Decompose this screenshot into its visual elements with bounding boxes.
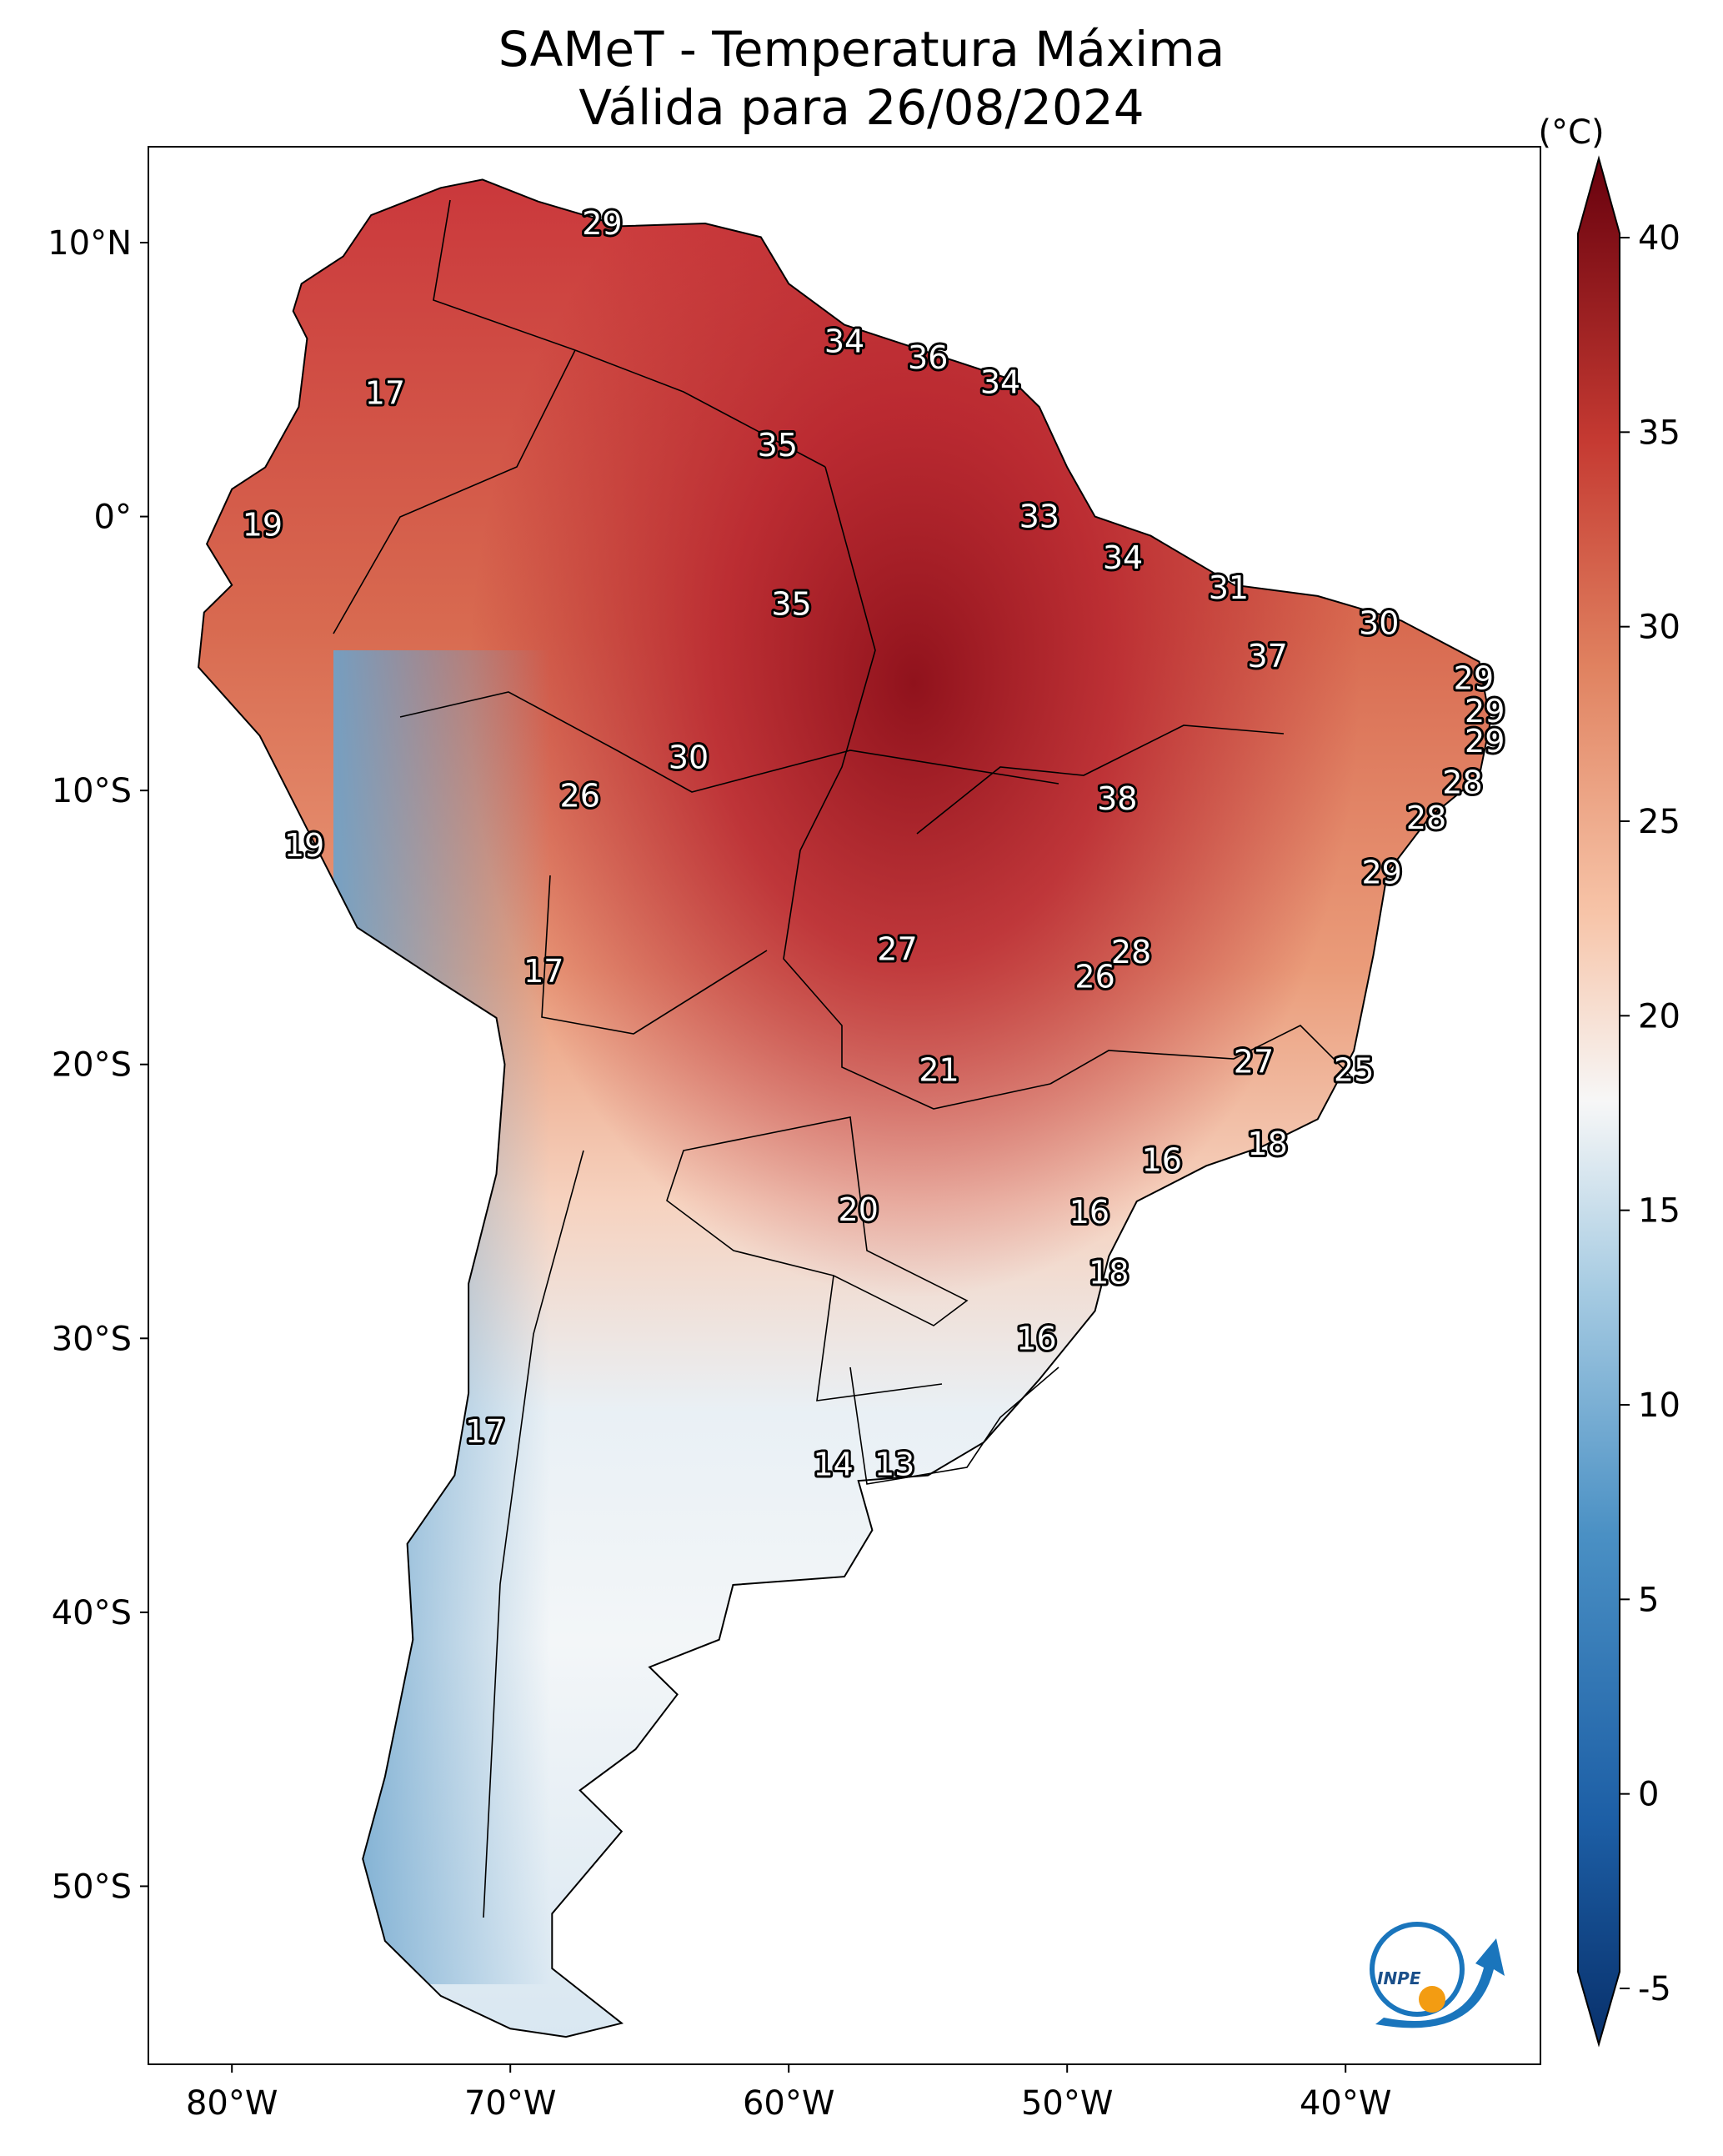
temperature-value-label: 14: [813, 1446, 853, 1482]
temperature-value-label: 35: [758, 427, 798, 464]
lon-tick-label: 60°W: [743, 2084, 834, 2123]
longitude-axis: 80°W 70°W 60°W 50°W 40°W: [186, 2064, 1391, 2123]
temperature-value-label: 16: [1069, 1194, 1109, 1231]
temperature-value-label: 38: [1097, 780, 1137, 817]
lat-tick-label: 10°N: [48, 224, 132, 263]
temperature-value-label: 31: [1209, 569, 1249, 606]
temperature-value-label: 34: [980, 364, 1020, 401]
lon-tick-label: 50°W: [1021, 2084, 1113, 2123]
lat-tick-label: 10°S: [52, 772, 132, 810]
temperature-value-label: 16: [1142, 1142, 1182, 1179]
temperature-value-label: 19: [243, 506, 283, 543]
colorbar-bar: [1577, 155, 1620, 2048]
colorbar-ticks: -5 0 5 10 15 20 25 30 35 40: [1620, 219, 1680, 2008]
lat-tick-label: 30°S: [52, 1320, 132, 1358]
temperature-value-label: 26: [1074, 959, 1114, 995]
temperature-value-label: 27: [877, 931, 917, 968]
logo-ring: [1370, 1922, 1465, 2017]
temperature-value-label: 30: [1359, 605, 1399, 642]
country-borders: [333, 199, 1351, 1918]
temperature-value-label: 30: [669, 740, 709, 776]
temperature-value-label: 25: [1334, 1051, 1374, 1088]
continent-outline: [198, 178, 1491, 2038]
temperature-value-label: 18: [1248, 1126, 1288, 1162]
map-title: SAMeT - Temperatura Máxima Válida para 2…: [0, 20, 1723, 137]
temperature-value-label: 29: [1361, 855, 1401, 891]
temperature-value-label: 28: [1111, 934, 1151, 970]
title-line-2: Válida para 26/08/2024: [579, 79, 1144, 136]
colorbar-tick-label: 20: [1638, 997, 1680, 1035]
temperature-value-label: 17: [365, 375, 405, 412]
temperature-value-label: 28: [1406, 800, 1446, 836]
temperature-value-label: 36: [908, 339, 948, 376]
colorbar-tick-label: 15: [1638, 1192, 1680, 1231]
colorbar-unit: (°C): [1538, 113, 1604, 152]
inpe-logo: INPE: [1370, 1922, 1505, 2028]
logo-orange-dot: [1419, 1986, 1445, 2013]
logo-arrow: [1375, 1938, 1505, 2028]
colorbar-tick-label: 35: [1638, 414, 1680, 452]
colorbar: -5 0 5 10 15 20 25 30 35 40 (°C): [1538, 113, 1680, 2048]
temperature-value-label: 29: [1454, 659, 1494, 696]
title-line-1: SAMeT - Temperatura Máxima: [498, 21, 1225, 78]
temperature-value-label: 16: [1016, 1320, 1056, 1356]
logo-text: INPE: [1377, 1968, 1421, 1988]
temperature-value-label: 29: [1465, 723, 1505, 760]
temperature-value-label: 20: [839, 1191, 879, 1228]
temperature-value-label: 37: [1248, 638, 1288, 674]
land-area: [198, 179, 1490, 2038]
temperature-value-label: 33: [1019, 499, 1059, 535]
temperature-value-label: 34: [1103, 539, 1143, 576]
temperature-value-label: 35: [771, 586, 811, 623]
temperature-value-label: 27: [1234, 1043, 1274, 1080]
lat-tick-label: 40°S: [52, 1594, 132, 1632]
colorbar-tick-label: 5: [1638, 1581, 1659, 1619]
lat-tick-label: 0°: [94, 499, 132, 537]
lon-tick-label: 80°W: [186, 2084, 278, 2123]
colorbar-tick-label: 0: [1638, 1776, 1659, 1814]
colorbar-tick-label: 10: [1638, 1386, 1680, 1425]
colorbar-tick-label: 40: [1638, 219, 1680, 258]
colorbar-tick-label: 25: [1638, 803, 1680, 841]
lat-tick-label: 50°S: [52, 1868, 132, 1906]
temperature-value-label: 18: [1089, 1254, 1129, 1291]
latitude-axis: 10°N 0° 10°S 20°S 30°S 40°S 50°S: [48, 224, 148, 1906]
temperature-value-label: 34: [824, 323, 864, 359]
temperature-value-label: 29: [582, 205, 622, 242]
temperature-value-label: 28: [1442, 764, 1482, 800]
temperature-value-label: 17: [523, 953, 563, 990]
temperature-value-label: 29: [1465, 693, 1505, 730]
lon-tick-label: 40°W: [1300, 2084, 1391, 2123]
temperature-value-label: 19: [284, 827, 324, 864]
lat-tick-label: 20°S: [52, 1046, 132, 1085]
colorbar-tick-label: 30: [1638, 609, 1680, 647]
lon-tick-label: 70°W: [464, 2084, 556, 2123]
temperature-value-label: 21: [919, 1051, 959, 1088]
temperature-value-label: 26: [560, 778, 600, 815]
temperature-value-label: 13: [874, 1446, 914, 1482]
colorbar-tick-label: -5: [1638, 1970, 1671, 2008]
map-frame: [148, 146, 1541, 2065]
temperature-value-label: 17: [465, 1413, 505, 1450]
